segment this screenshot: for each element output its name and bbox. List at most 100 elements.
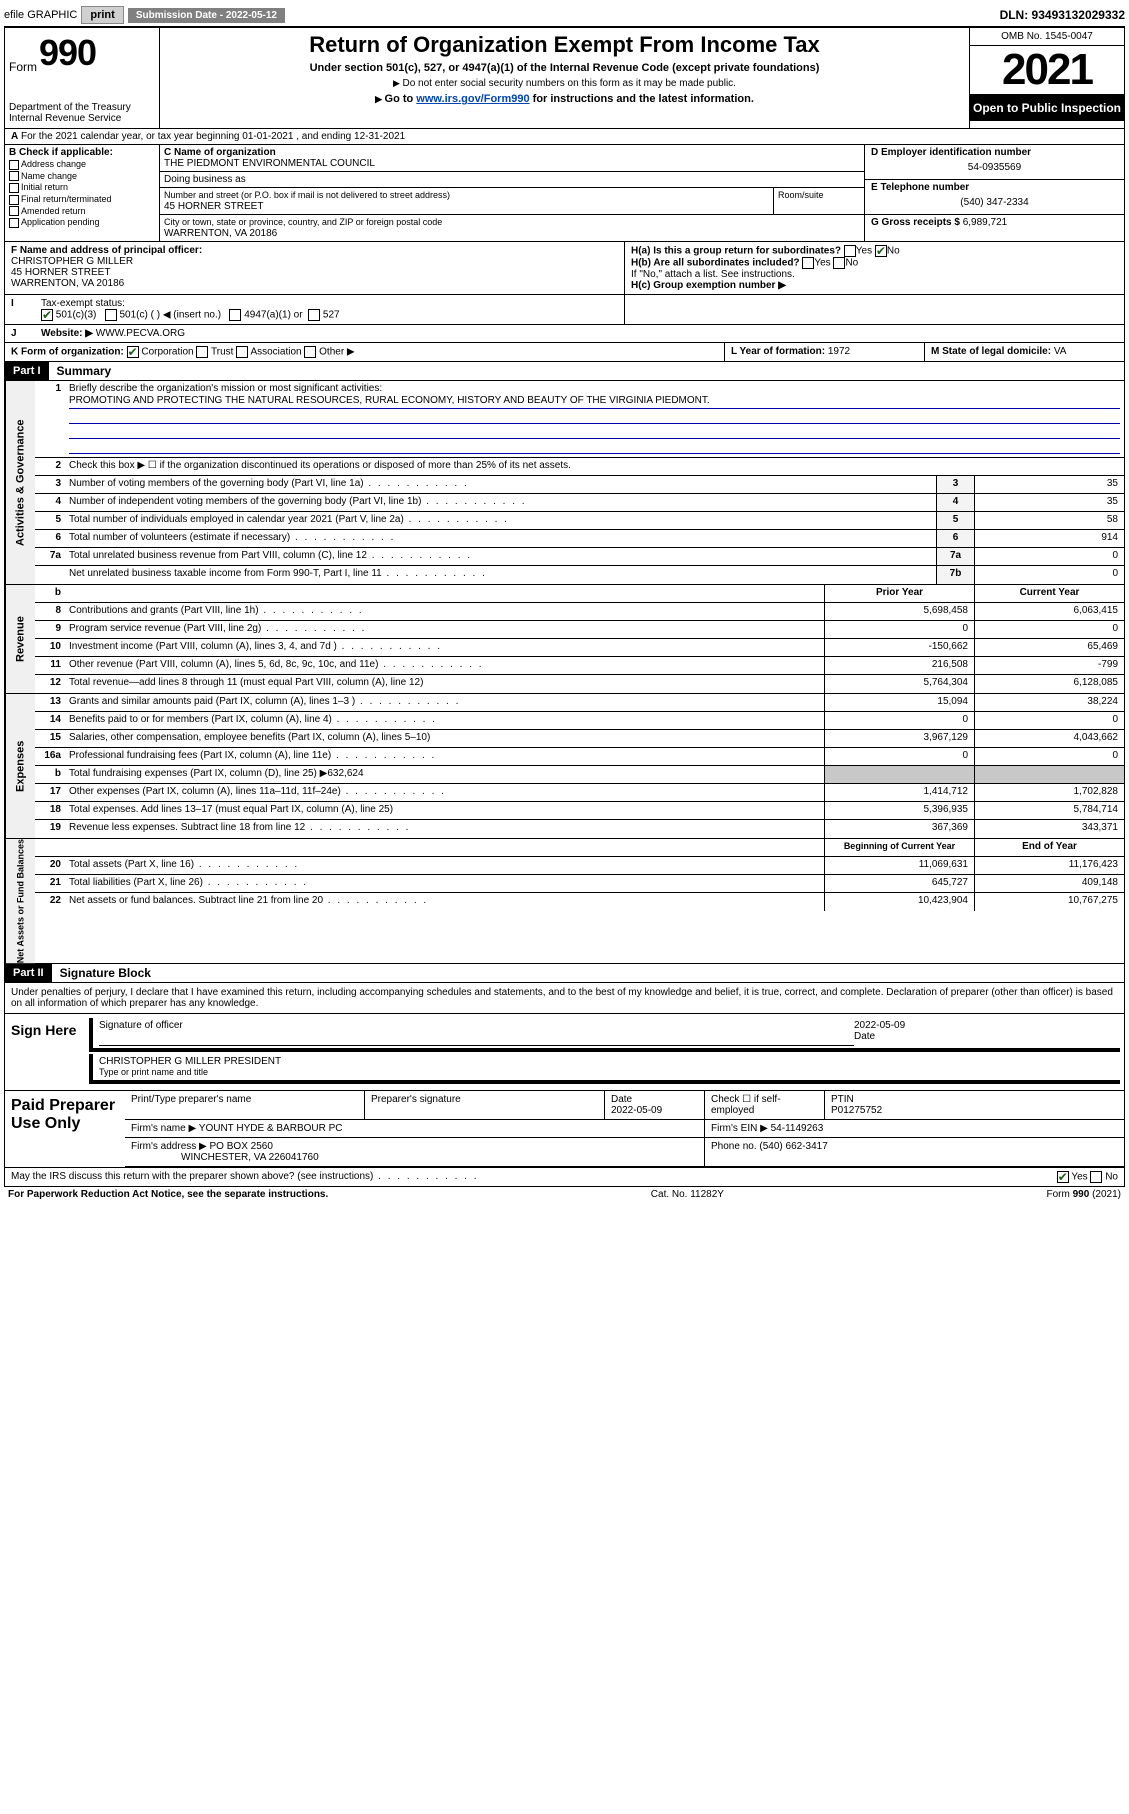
c22: 10,767,275 [974,893,1124,911]
sign-here-label: Sign Here [5,1014,85,1090]
pra-notice: For Paperwork Reduction Act Notice, see … [8,1189,328,1200]
phone-value: (540) 347-2334 [871,193,1118,212]
c20: 11,176,423 [974,857,1124,874]
chk-corp[interactable] [127,346,139,358]
tax-exempt-label: Tax-exempt status: [41,298,125,309]
tax-year: 2021 [970,46,1124,95]
firm-ein: 54-1149263 [771,1123,824,1134]
side-netassets: Net Assets or Fund Balances [5,839,35,963]
v3: 35 [974,476,1124,493]
dln-label: DLN: 93493132029332 [1000,8,1125,22]
side-governance: Activities & Governance [5,381,35,584]
officer-label: F Name and address of principal officer: [11,245,202,256]
p12: 5,764,304 [824,675,974,693]
discuss-yes[interactable] [1057,1171,1069,1183]
chk-name[interactable] [9,171,19,181]
chk-application[interactable] [9,218,19,228]
l13-text: Grants and similar amounts paid (Part IX… [65,694,824,711]
chk-501c3[interactable] [41,309,53,321]
l20-text: Total assets (Part X, line 16) [65,857,824,874]
v7b: 0 [974,566,1124,584]
c21: 409,148 [974,875,1124,892]
l10-text: Investment income (Part VIII, column (A)… [65,639,824,656]
c12: 6,128,085 [974,675,1124,693]
prep-check: Check ☐ if self-employed [705,1091,825,1119]
hb-note: If "No," attach a list. See instructions… [631,269,1118,280]
hb-yes[interactable] [802,257,814,269]
prep-date: 2022-05-09 [611,1105,662,1116]
domicile: VA [1054,346,1067,357]
l5-text: Total number of individuals employed in … [65,512,936,529]
chk-address[interactable] [9,160,19,170]
form-title: Return of Organization Exempt From Incom… [168,32,961,58]
website-value: WWW.PECVA.ORG [96,328,185,339]
begin-year-hdr: Beginning of Current Year [824,839,974,856]
chk-527[interactable] [308,309,320,321]
firm-addr2: WINCHESTER, VA 226041760 [181,1152,319,1163]
discuss-no[interactable] [1090,1171,1102,1183]
irs-label: Internal Revenue Service [9,113,155,124]
c17: 1,702,828 [974,784,1124,801]
officer-name: CHRISTOPHER G MILLER [11,256,133,267]
p9: 0 [824,621,974,638]
l21-text: Total liabilities (Part X, line 26) [65,875,824,892]
print-button[interactable]: print [81,6,123,24]
l2-text: Check this box ▶ ☐ if the organization d… [65,458,1124,475]
ha-no[interactable] [875,245,887,257]
chk-4947[interactable] [229,309,241,321]
irs-link[interactable]: www.irs.gov/Form990 [416,93,529,105]
l6-text: Total number of volunteers (estimate if … [65,530,936,547]
gross-receipts-label: G Gross receipts $ [871,217,960,228]
l14-text: Benefits paid to or for members (Part IX… [65,712,824,729]
open-public-label: Open to Public Inspection [970,95,1124,121]
subtitle-2: Do not enter social security numbers on … [168,78,961,89]
c15: 4,043,662 [974,730,1124,747]
chk-other[interactable] [304,346,316,358]
current-year-hdr: Current Year [974,585,1124,602]
p17: 1,414,712 [824,784,974,801]
ha-label: H(a) Is this a group return for subordin… [631,246,841,257]
omb-number: OMB No. 1545-0047 [970,28,1124,46]
l22-text: Net assets or fund balances. Subtract li… [65,893,824,911]
l11-text: Other revenue (Part VIII, column (A), li… [65,657,824,674]
c16a: 0 [974,748,1124,765]
side-revenue: Revenue [5,585,35,693]
form-org-label: K Form of organization: [11,347,124,358]
part2-title: Signature Block [52,966,151,980]
l12-text: Total revenue—add lines 8 through 11 (mu… [65,675,824,693]
ptin-value: P01275752 [831,1105,882,1116]
firm-phone: (540) 662-3417 [759,1141,827,1152]
p10: -150,662 [824,639,974,656]
c8: 6,063,415 [974,603,1124,620]
chk-amended[interactable] [9,206,19,216]
chk-initial[interactable] [9,183,19,193]
chk-501c[interactable] [105,309,117,321]
chk-trust[interactable] [196,346,208,358]
form-footer: Form 990 (2021) [1047,1189,1121,1200]
submission-date: Submission Date - 2022-05-12 [128,8,285,23]
declaration-text: Under penalties of perjury, I declare th… [5,983,1124,1013]
l1-text: Briefly describe the organization's miss… [69,383,382,394]
cat-no: Cat. No. 11282Y [651,1189,724,1200]
address-value: 45 HORNER STREET [164,201,263,212]
l8-text: Contributions and grants (Part VIII, lin… [65,603,824,620]
l16a-text: Professional fundraising fees (Part IX, … [65,748,824,765]
ha-yes[interactable] [844,245,856,257]
sig-officer-label: Signature of officer [99,1020,854,1046]
hb-no[interactable] [833,257,845,269]
c18: 5,784,714 [974,802,1124,819]
c9: 0 [974,621,1124,638]
chk-final[interactable] [9,195,19,205]
p19: 367,369 [824,820,974,838]
side-expenses: Expenses [5,694,35,838]
address-label: Number and street (or P.O. box if mail i… [164,190,450,200]
end-year-hdr: End of Year [974,839,1124,856]
ein-label: D Employer identification number [871,147,1118,158]
phone-label: E Telephone number [871,182,1118,193]
chk-assoc[interactable] [236,346,248,358]
l15-text: Salaries, other compensation, employee b… [65,730,824,747]
v6: 914 [974,530,1124,547]
city-label: City or town, state or province, country… [164,217,442,227]
hc-label: H(c) Group exemption number ▶ [631,280,786,291]
l7b-text: Net unrelated business taxable income fr… [65,566,936,584]
